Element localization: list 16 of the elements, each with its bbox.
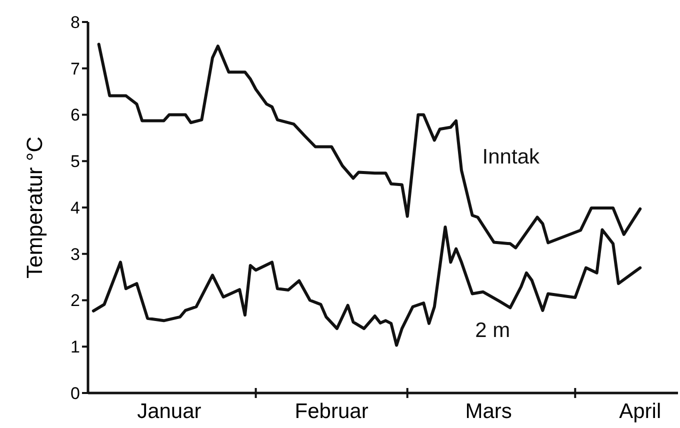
- y-tick-label: 1: [70, 338, 80, 357]
- y-tick-label: 5: [70, 152, 80, 172]
- y-axis-title: Temperatur °C: [22, 136, 47, 279]
- x-tick-label: Februar: [294, 400, 368, 423]
- series-label: Inntak: [482, 145, 540, 168]
- y-tick-label: 7: [70, 59, 80, 78]
- y-tick-label: 3: [70, 244, 80, 264]
- x-tick-label: Januar: [137, 400, 202, 423]
- y-tick-label: 0: [70, 384, 80, 403]
- x-tick-label: April: [619, 400, 662, 423]
- y-tick-label: 2: [70, 291, 80, 310]
- x-tick-label: Mars: [465, 400, 512, 423]
- series-label: 2 m: [475, 318, 510, 342]
- y-tick-label: 6: [70, 106, 80, 125]
- y-tick-label: 8: [70, 12, 80, 32]
- y-tick-label: 4: [70, 198, 80, 218]
